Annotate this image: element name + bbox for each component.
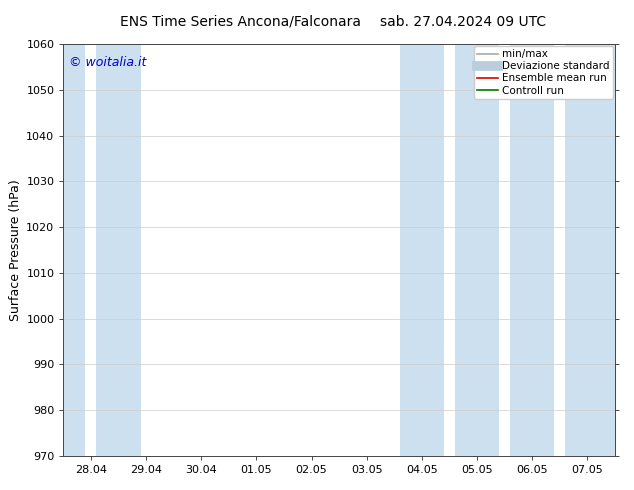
Bar: [63, 44, 86, 456]
Bar: [566, 44, 615, 456]
Text: ENS Time Series Ancona/Falconara: ENS Time Series Ancona/Falconara: [120, 15, 361, 29]
Legend: min/max, Deviazione standard, Ensemble mean run, Controll run: min/max, Deviazione standard, Ensemble m…: [474, 46, 613, 98]
Text: © woitalia.it: © woitalia.it: [69, 56, 146, 70]
Y-axis label: Surface Pressure (hPa): Surface Pressure (hPa): [9, 179, 22, 321]
Bar: [96, 44, 141, 456]
Text: sab. 27.04.2024 09 UTC: sab. 27.04.2024 09 UTC: [380, 15, 546, 29]
Bar: [400, 44, 444, 456]
Bar: [455, 44, 499, 456]
Bar: [510, 44, 554, 456]
